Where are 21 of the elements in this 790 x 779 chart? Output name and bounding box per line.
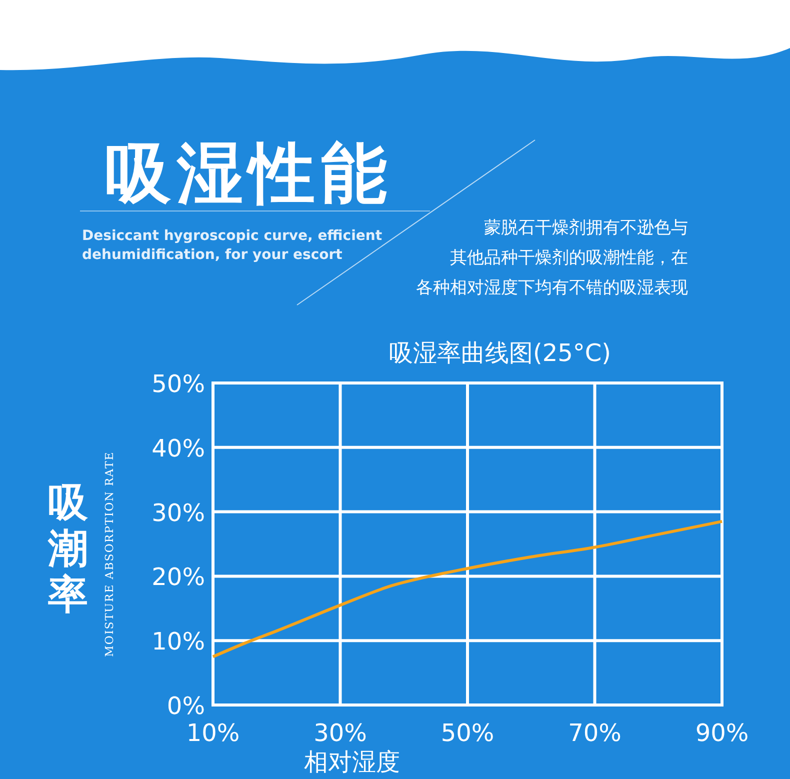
line-series [212, 520, 724, 658]
x-tick-label: 30% [314, 719, 367, 747]
text: MOISTURE ABSORPTION RATE [103, 451, 116, 657]
y-tick-label: 10% [152, 628, 205, 656]
y-tick-label: 30% [152, 498, 205, 527]
x-tick-label: 70% [568, 719, 622, 747]
text: 各种相对湿度下均有不错的吸湿表现 [416, 278, 688, 298]
y-axis-title: 吸潮率 [47, 480, 89, 618]
x-tick-label: 50% [440, 719, 494, 747]
text: 吸湿率曲线图(25°C) [388, 339, 612, 367]
text: 其他品种干燥剂的吸潮性能，在 [450, 248, 688, 268]
y-tick-label: 40% [152, 434, 205, 462]
x-tick-label: 90% [695, 719, 749, 747]
text: 蒙脱石干燥剂拥有不逊色与 [484, 218, 688, 238]
chart-title: 吸湿性能 [105, 135, 393, 212]
y-tick-label: 50% [152, 370, 205, 398]
x-axis-title: 相对湿度 [304, 748, 400, 776]
y-tick-label: 20% [152, 563, 205, 592]
chart-subtitle: Desiccant hygroscopic curve, efficient dehumidification, for your escort [82, 228, 382, 263]
x-tick-label: 10% [186, 719, 240, 747]
y-tick-label: 0% [166, 692, 205, 720]
